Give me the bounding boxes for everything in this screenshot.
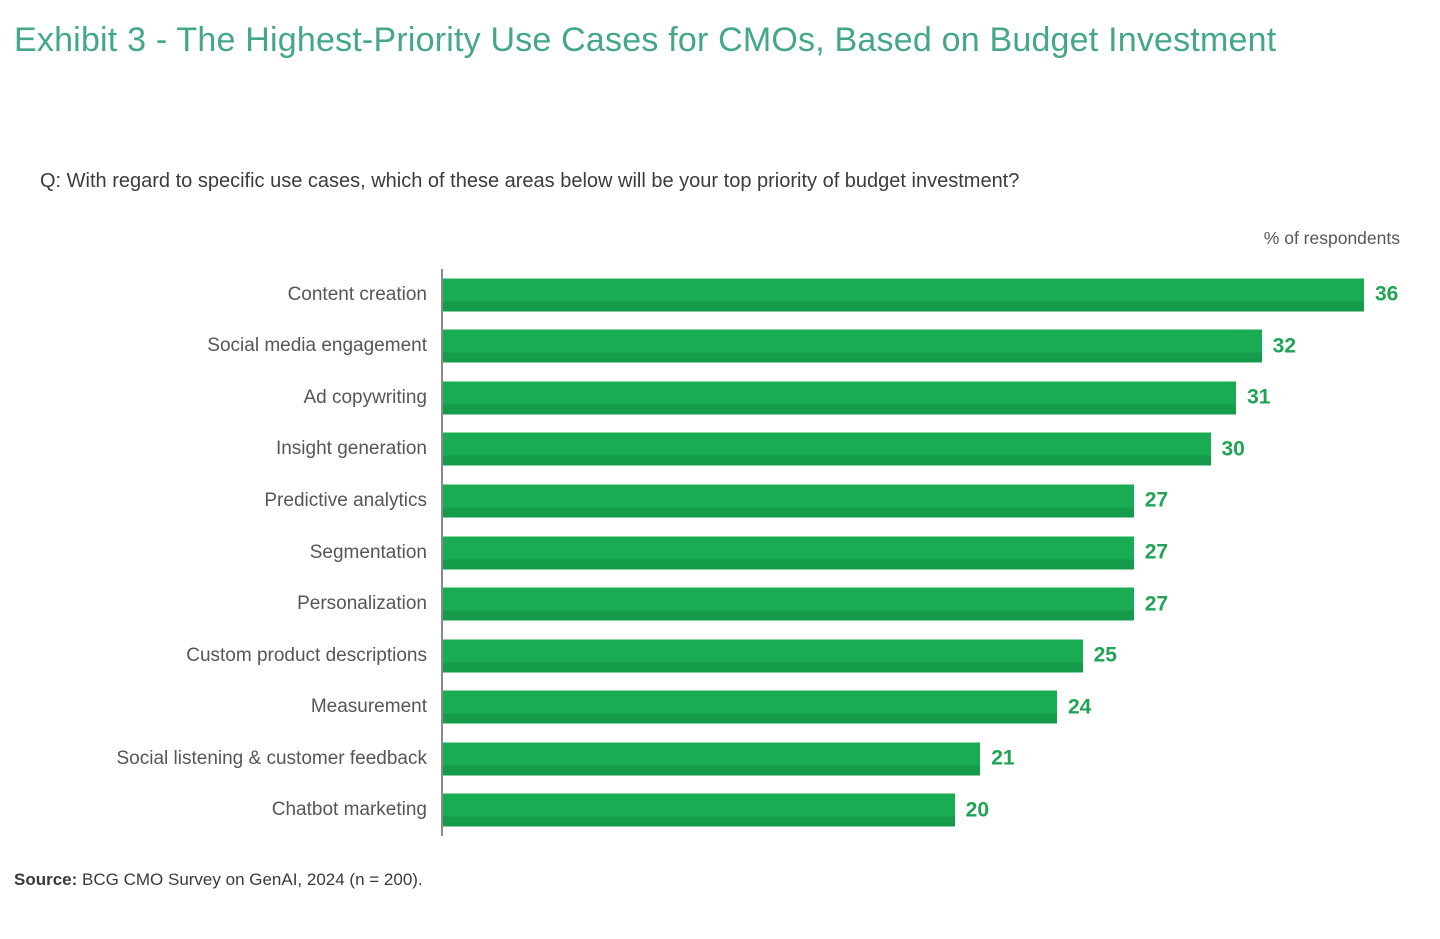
bar [443, 639, 1083, 673]
value-label: 31 [1247, 385, 1271, 409]
value-label: 25 [1093, 643, 1117, 667]
bar-wrap: 30 [443, 432, 1245, 466]
bar [443, 381, 1237, 415]
survey-question: Q: With regard to specific use cases, wh… [40, 170, 1020, 192]
bar [443, 793, 955, 827]
value-label: 21 [991, 746, 1015, 770]
category-label: Insight generation [275, 438, 427, 460]
bar-row: Ad copywriting 31 [0, 372, 1440, 424]
value-label: 36 [1375, 282, 1399, 306]
value-label: 27 [1144, 488, 1169, 512]
bar-wrap: 31 [443, 381, 1271, 415]
bar-row: Custom product descriptions 25 [0, 630, 1440, 682]
bar-row: Insight generation 30 [0, 424, 1440, 476]
value-label: 27 [1144, 592, 1169, 616]
bar-wrap: 24 [443, 690, 1092, 724]
category-label: Predictive analytics [264, 489, 427, 511]
unit-label: % of respondents [1263, 228, 1400, 248]
bar [443, 278, 1364, 312]
category-label: Measurement [310, 696, 427, 718]
bar [443, 536, 1134, 569]
bar [443, 587, 1134, 621]
category-label: Custom product descriptions [186, 644, 427, 666]
source-text: BCG CMO Survey on GenAI, 2024 (n = 200). [82, 870, 423, 889]
bar-wrap: 21 [443, 742, 1015, 776]
bar-row: Measurement 24 [0, 681, 1440, 733]
bar-chart: Content creation 36 Social media engagem… [0, 269, 1440, 836]
category-label: Content creation [287, 283, 427, 305]
bar-row: Personalization 27 [0, 578, 1440, 630]
bar [443, 432, 1211, 466]
bar [443, 690, 1057, 724]
bar [443, 329, 1262, 363]
bar-row: Predictive analytics 27 [0, 475, 1440, 527]
bar-row: Chatbot marketing 20 [0, 784, 1440, 836]
exhibit-title: Exhibit 3 - The Highest-Priority Use Cas… [14, 21, 1277, 59]
bar-wrap: 27 [443, 484, 1169, 518]
bar [443, 742, 981, 776]
category-label: Chatbot marketing [271, 799, 427, 821]
bar-wrap: 36 [443, 278, 1399, 312]
value-label: 20 [965, 798, 990, 822]
value-label: 27 [1144, 540, 1169, 564]
bar-rows: Content creation 36 Social media engagem… [0, 269, 1440, 836]
category-label: Segmentation [309, 541, 427, 563]
y-axis-line [441, 269, 443, 836]
category-label: Ad copywriting [303, 386, 427, 408]
category-label: Social listening & customer feedback [116, 747, 428, 769]
bar-wrap: 20 [443, 793, 990, 827]
value-label: 24 [1068, 695, 1092, 719]
category-label: Social media engagement [207, 335, 427, 357]
source-label: Source: [14, 870, 78, 889]
bar-row: Content creation 36 [0, 269, 1440, 321]
value-label: 32 [1272, 334, 1297, 358]
bar-wrap: 25 [443, 639, 1117, 673]
bar-row: Social media engagement 32 [0, 321, 1440, 373]
bar-wrap: 27 [443, 587, 1169, 621]
bar-row: Segmentation 27 [0, 527, 1440, 579]
bar-row: Social listening & customer feedback 21 [0, 733, 1440, 785]
bar-wrap: 32 [443, 329, 1297, 363]
category-label: Personalization [297, 593, 427, 615]
bar [443, 484, 1134, 518]
bar-wrap: 27 [443, 536, 1168, 569]
value-label: 30 [1221, 437, 1245, 461]
source-note: Source: BCG CMO Survey on GenAI, 2024 (n… [14, 870, 423, 890]
